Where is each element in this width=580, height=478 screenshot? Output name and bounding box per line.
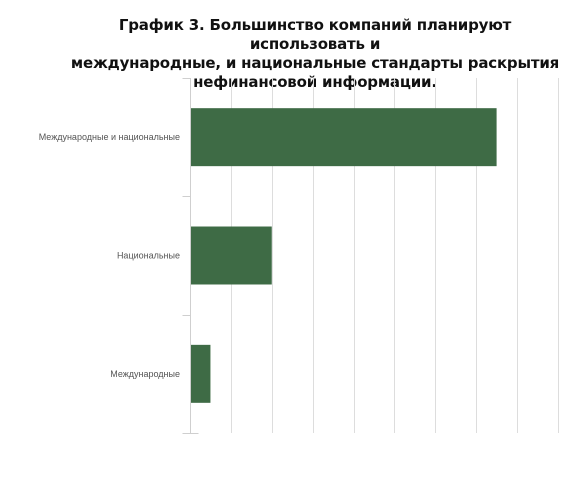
chart-title-line-3: нефинансовой информации. xyxy=(193,73,437,91)
category-labels: Международные и национальные Национальные… xyxy=(39,132,180,379)
bar xyxy=(191,108,497,167)
bar xyxy=(191,344,211,403)
category-label: Национальные xyxy=(117,251,180,261)
bars xyxy=(191,108,497,403)
bar xyxy=(191,226,272,285)
chart-title-line-2: международные, и национальные стандарты … xyxy=(70,54,560,72)
chart-title: График 3. Большинство компаний планируют… xyxy=(60,16,570,92)
category-label: Международные и национальные xyxy=(39,132,180,142)
category-label: Международные xyxy=(110,369,180,379)
chart-title-line-1: График 3. Большинство компаний планируют… xyxy=(118,16,512,53)
category-axis xyxy=(182,78,199,434)
